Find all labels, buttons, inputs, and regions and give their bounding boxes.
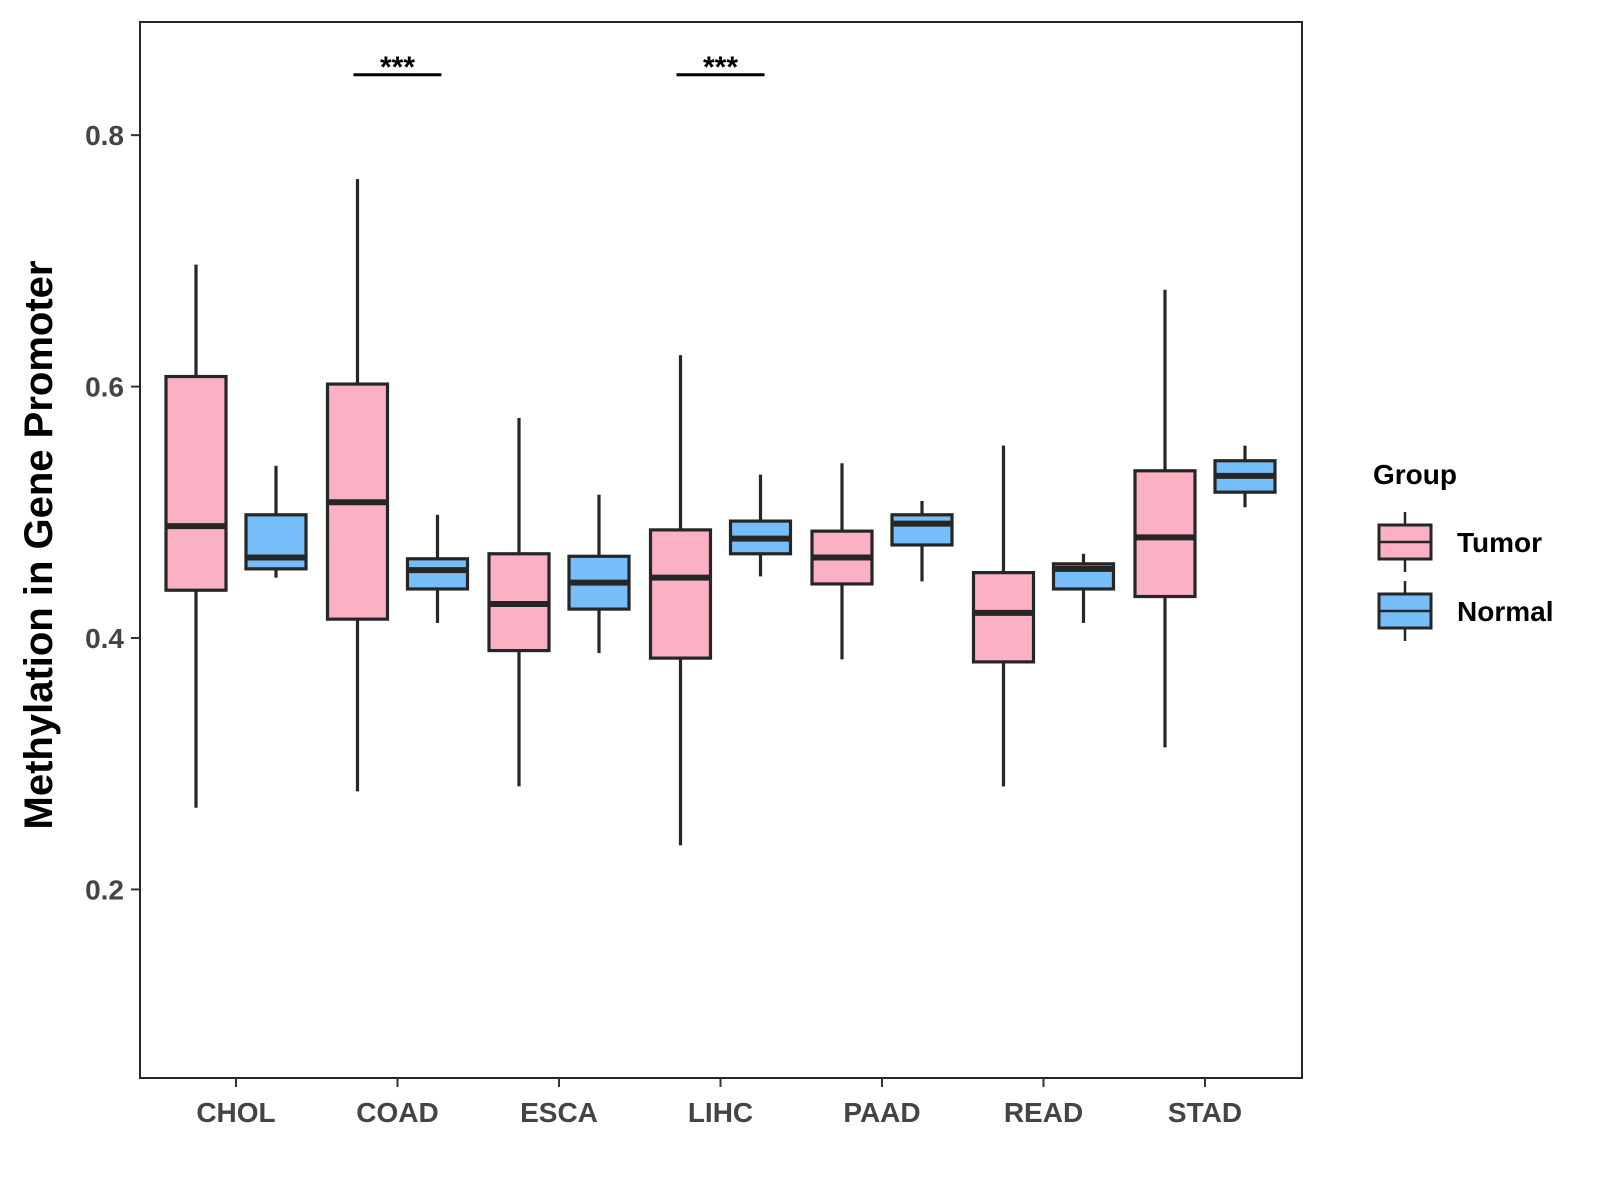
legend-label: Tumor: [1457, 527, 1542, 558]
x-tick-label: READ: [1004, 1097, 1083, 1128]
box-body: [648, 528, 713, 660]
box-body: [971, 571, 1036, 664]
normal-box-coad: [405, 514, 470, 623]
box-series: [164, 179, 1277, 846]
x-tick-label: COAD: [356, 1097, 438, 1128]
tumor-box-chol: [164, 264, 228, 808]
x-tick-label: STAD: [1168, 1097, 1242, 1128]
legend-item-tumor: Tumor: [1377, 512, 1542, 572]
tumor-box-lihc: [648, 355, 713, 846]
box-body: [1133, 469, 1197, 599]
normal-box-chol: [244, 465, 308, 578]
tumor-box-paad: [810, 463, 874, 660]
tumor-box-esca: [487, 418, 551, 787]
y-tick-label: 0.4: [85, 623, 124, 654]
tumor-box-stad: [1133, 289, 1197, 748]
normal-box-esca: [567, 494, 631, 654]
significance-label: ***: [703, 51, 738, 84]
legend: Group Tumor Normal: [1373, 459, 1553, 641]
normal-box-stad: [1213, 445, 1277, 508]
box-body: [164, 374, 228, 592]
x-tick-label: LIHC: [688, 1097, 753, 1128]
x-axis: CHOL COAD ESCA LIHC PAAD READ STAD: [196, 1078, 1242, 1128]
normal-box-lihc: [728, 474, 793, 577]
x-tick-label: ESCA: [520, 1097, 598, 1128]
normal-box-read: [1051, 553, 1116, 623]
y-tick-label: 0.8: [85, 120, 124, 151]
tumor-box-read: [971, 445, 1036, 787]
y-axis-title: Methylation in Gene Promoter: [17, 261, 61, 830]
tumor-box-coad: [325, 179, 390, 792]
plot-area: [139, 21, 1303, 1079]
x-tick-label: CHOL: [196, 1097, 275, 1128]
plot-panel-border: [139, 21, 1303, 1079]
y-tick-label: 0.6: [85, 372, 124, 403]
box-body: [405, 557, 470, 591]
normal-box-paad: [890, 500, 954, 582]
y-tick-label: 0.2: [85, 874, 124, 905]
legend-title: Group: [1373, 459, 1457, 490]
y-axis: 0.2 0.4 0.6 0.8: [85, 120, 140, 905]
legend-label: Normal: [1457, 596, 1553, 627]
legend-item-normal: Normal: [1377, 581, 1553, 641]
x-tick-label: PAAD: [843, 1097, 920, 1128]
significance-label: ***: [380, 51, 415, 84]
significance-annotations: *** ***: [353, 51, 765, 84]
box-body: [244, 513, 308, 571]
box-body: [890, 513, 954, 547]
